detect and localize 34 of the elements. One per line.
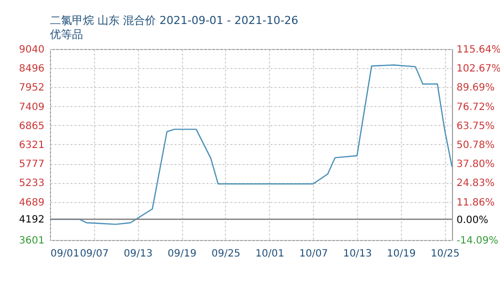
- x-tick-label: 10/19: [386, 248, 416, 260]
- y2-tick-label: 76.72%: [456, 102, 495, 113]
- y-tick-label: 5233: [19, 178, 44, 190]
- y-tick-label: 6865: [19, 120, 44, 132]
- y2-tick-label: 0.00%: [456, 214, 488, 226]
- y2-tick-label: 50.78%: [456, 140, 495, 151]
- y-tick-label: 6321: [19, 140, 44, 151]
- x-tick-label: 09/25: [212, 248, 240, 260]
- x-tick-label: 09/13: [124, 248, 153, 260]
- x-tick-label: 09/01: [50, 248, 80, 260]
- y2-tick-label: 115.64%: [456, 44, 500, 56]
- x-tick-label: 10/25: [430, 248, 460, 260]
- y2-tick-label: 102.67%: [456, 64, 500, 75]
- y-tick-label: 7952: [19, 82, 44, 94]
- y-tick-label: 8496: [19, 64, 44, 75]
- y2-tick-label: 24.83%: [456, 178, 495, 190]
- chart-title: 二氯甲烷 山东 混合价 2021-09-01 - 2021-10-26: [50, 14, 298, 27]
- y-tick-label: 4689: [19, 197, 44, 208]
- y2-tick-label: -14.09%: [456, 236, 498, 246]
- y2-tick-label: 63.75%: [456, 120, 495, 132]
- y-tick-label: 7409: [19, 102, 44, 113]
- y-tick-label: 5777: [19, 159, 44, 170]
- x-tick-label: 09/19: [168, 248, 196, 260]
- x-tick-label: 10/13: [343, 248, 372, 260]
- y2-tick-label: 11.86%: [456, 197, 495, 208]
- y2-tick-label: 89.69%: [456, 82, 495, 94]
- x-tick-label: 10/01: [255, 248, 284, 260]
- chart-subtitle: 优等品: [50, 28, 83, 41]
- y-tick-label: 4192: [19, 214, 44, 226]
- x-tick-label: 09/07: [80, 248, 109, 260]
- y-tick-label: 9040: [19, 44, 44, 56]
- x-tick-label: 10/07: [299, 248, 328, 260]
- y-tick-label: 3601: [19, 236, 44, 246]
- y2-tick-label: 37.80%: [456, 159, 495, 170]
